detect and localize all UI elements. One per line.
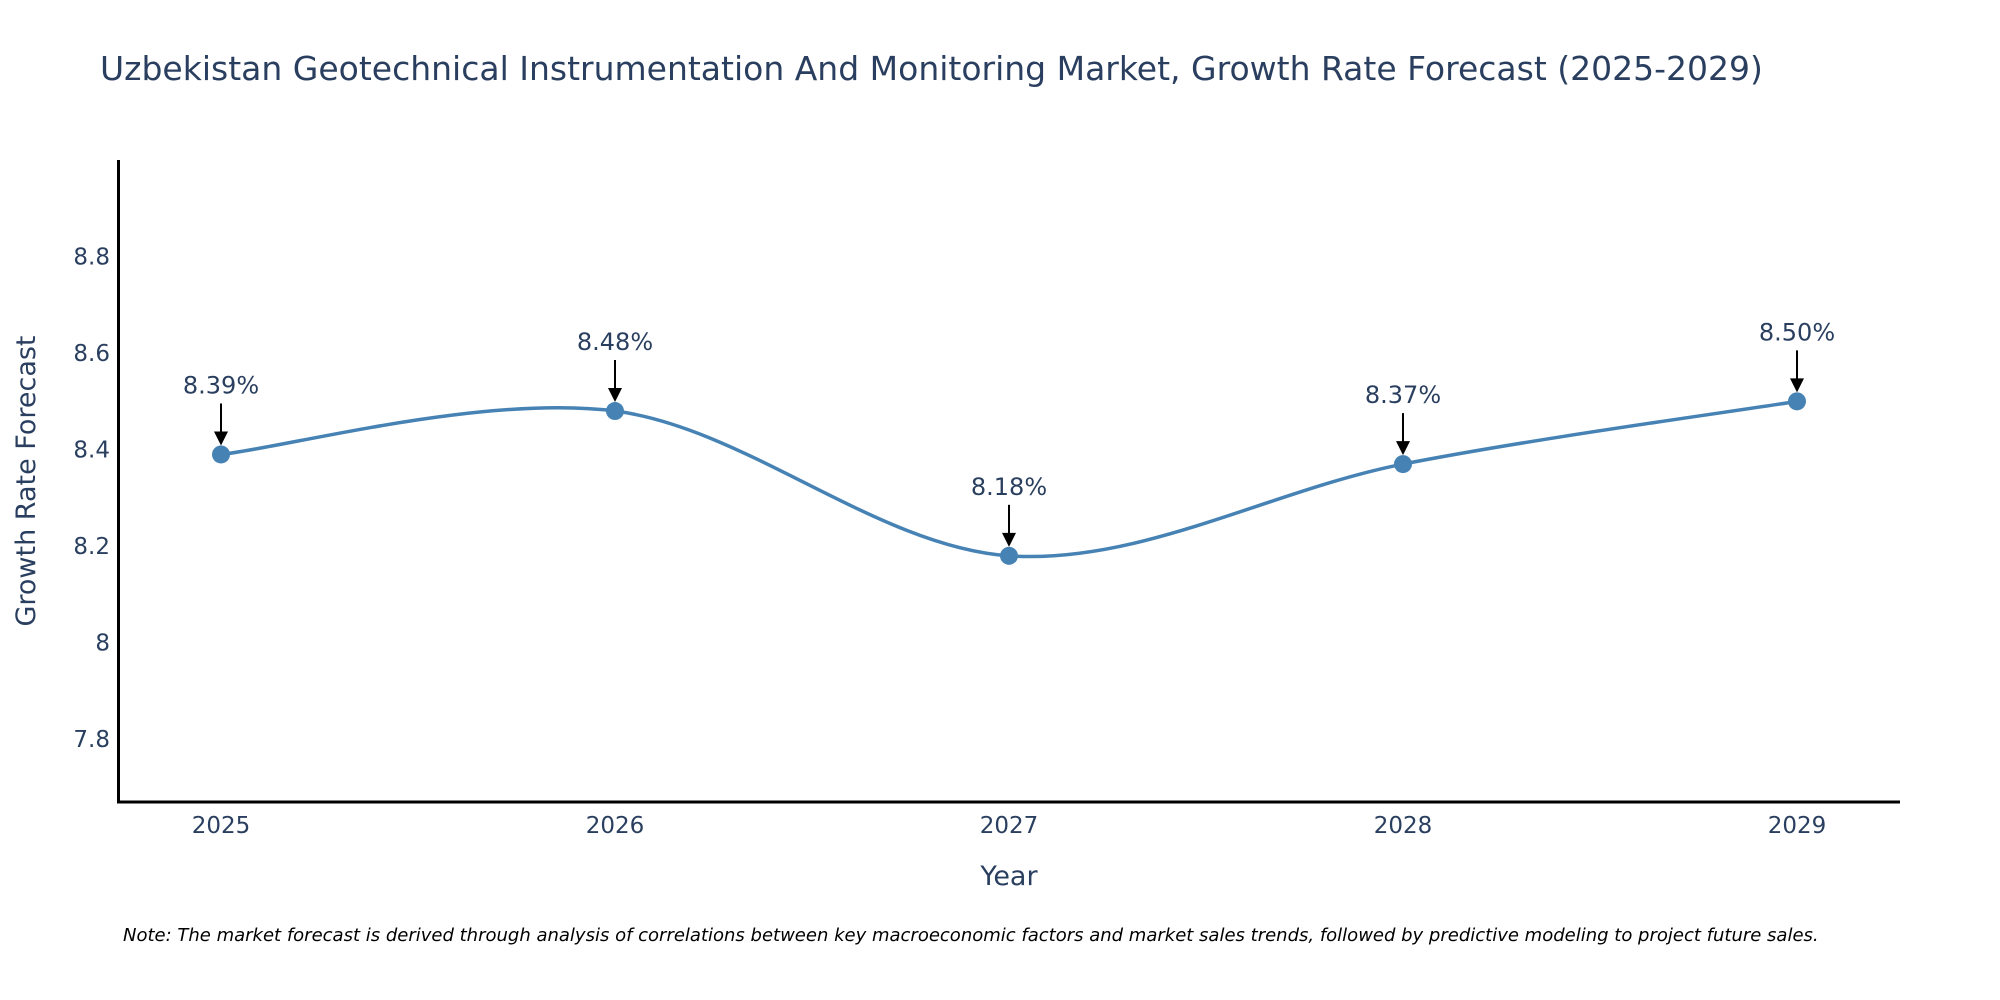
x-tick-label: 2028	[1374, 813, 1433, 839]
data-markers	[212, 392, 1806, 565]
data-point-2029	[1788, 392, 1806, 411]
data-label-2029: 8.50%	[1759, 318, 1835, 346]
data-label-2025: 8.39%	[183, 371, 259, 399]
annotation-arrow-head	[1790, 378, 1804, 393]
data-point-2027	[1000, 546, 1018, 565]
y-tick-label: 8	[95, 631, 110, 657]
x-tick-label: 2025	[192, 813, 251, 839]
y-tick-label: 8.2	[73, 534, 110, 560]
annotation-arrow-head	[1002, 532, 1016, 547]
data-point-2025	[212, 445, 230, 464]
annotation-arrow-head	[608, 388, 622, 403]
y-tick-label: 8.8	[73, 245, 110, 271]
data-annotations: 8.39% 8.48% 8.18% 8.37% 8.50%	[183, 318, 1835, 547]
x-tick-label: 2029	[1768, 813, 1827, 839]
chart-title: Uzbekistan Geotechnical Instrumentation …	[100, 49, 1763, 88]
annotation-arrow-head	[214, 431, 228, 446]
data-point-2026	[606, 402, 624, 421]
data-point-2028	[1394, 455, 1412, 474]
annotation-arrow-head	[1396, 441, 1410, 456]
y-tick-label: 8.6	[73, 341, 110, 367]
y-tick-label: 7.8	[73, 727, 110, 753]
x-axis-ticks: 2025 2026 2027 2028 2029	[192, 813, 1827, 839]
y-tick-label: 8.4	[73, 438, 110, 464]
data-label-2027: 8.18%	[971, 473, 1047, 501]
x-tick-label: 2026	[586, 813, 645, 839]
forecast-note: Note: The market forecast is derived thr…	[123, 925, 1819, 946]
data-label-2026: 8.48%	[577, 328, 653, 356]
x-tick-label: 2027	[980, 813, 1039, 839]
y-axis-title: Growth Rate Forecast	[11, 335, 42, 626]
y-axis-ticks: 7.8 8 8.2 8.4 8.6 8.8	[73, 245, 110, 754]
data-label-2028: 8.37%	[1365, 381, 1441, 409]
x-axis-title: Year	[979, 861, 1038, 892]
